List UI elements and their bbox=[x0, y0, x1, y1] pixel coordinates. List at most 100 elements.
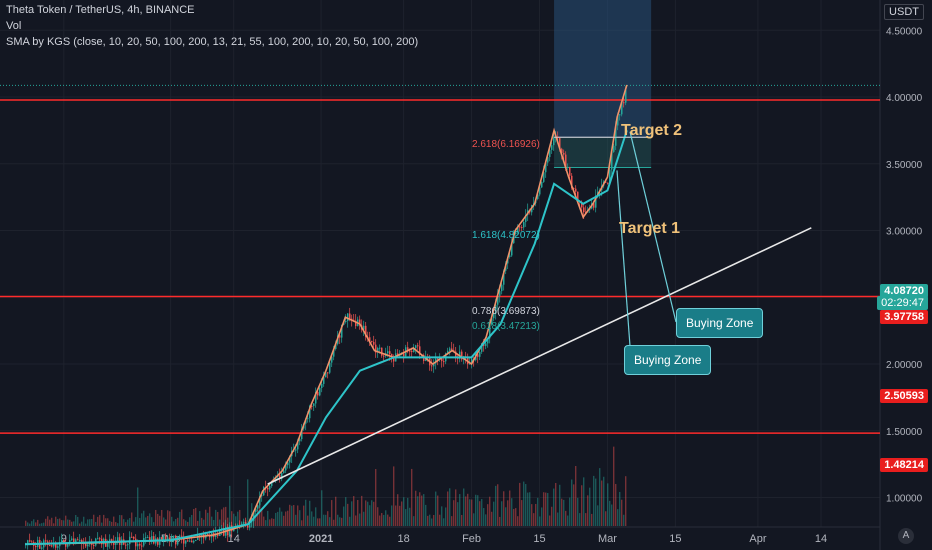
candle-body bbox=[461, 351, 463, 360]
volume-bar bbox=[403, 497, 405, 526]
volume-bar bbox=[461, 514, 463, 526]
candle-body bbox=[27, 540, 29, 544]
auto-scale-button[interactable]: A bbox=[898, 528, 914, 544]
candle-body bbox=[55, 542, 57, 548]
candle-body bbox=[179, 535, 181, 537]
candle-body bbox=[335, 343, 337, 350]
volume-bar bbox=[585, 513, 587, 526]
volume-bar bbox=[573, 484, 575, 526]
y-tick-label: 1.00000 bbox=[886, 494, 923, 505]
volume-bar bbox=[169, 511, 171, 526]
volume-bar bbox=[613, 446, 615, 526]
volume-bar bbox=[165, 519, 167, 526]
volume-bar bbox=[331, 500, 333, 526]
volume-bar bbox=[37, 519, 39, 526]
candle-body bbox=[493, 313, 495, 319]
candle-body bbox=[131, 536, 133, 538]
volume-bar bbox=[315, 507, 317, 526]
volume-bar bbox=[41, 523, 43, 526]
volume-bar bbox=[99, 515, 101, 526]
volume-bar bbox=[421, 495, 423, 526]
volume-bar bbox=[425, 504, 427, 526]
candle-body bbox=[375, 344, 377, 353]
volume-bar bbox=[115, 522, 117, 526]
fib-2618-label: 2.618(6.16926) bbox=[472, 139, 540, 150]
candle-body bbox=[137, 543, 139, 547]
volume-bar bbox=[121, 515, 123, 526]
candle-body bbox=[571, 175, 573, 189]
volume-bar bbox=[45, 518, 47, 526]
volume-bar bbox=[411, 468, 413, 526]
candle-body bbox=[417, 345, 419, 347]
candle-body bbox=[347, 313, 349, 322]
volume-bar bbox=[307, 515, 309, 526]
candle-body bbox=[315, 391, 317, 404]
candle-body bbox=[259, 496, 261, 506]
volume-bar bbox=[55, 516, 57, 526]
volume-indicator-label[interactable]: Vol bbox=[6, 20, 22, 32]
volume-bar bbox=[453, 500, 455, 526]
volume-bar bbox=[311, 511, 313, 526]
volume-bar bbox=[343, 506, 345, 526]
volume-bar bbox=[623, 514, 625, 526]
volume-bar bbox=[457, 502, 459, 526]
volume-bar bbox=[489, 496, 491, 526]
volume-bar bbox=[581, 485, 583, 526]
volume-bar bbox=[373, 501, 375, 526]
buying-zone-callout-2[interactable]: Buying Zone bbox=[624, 345, 712, 375]
volume-bar bbox=[557, 512, 559, 526]
candle-body bbox=[471, 358, 473, 364]
candle-body bbox=[57, 546, 59, 548]
volume-bar bbox=[133, 521, 135, 526]
volume-bar bbox=[325, 514, 327, 526]
volume-bar bbox=[435, 491, 437, 526]
volume-bar bbox=[381, 513, 383, 526]
volume-bar bbox=[555, 482, 557, 526]
volume-bar bbox=[513, 508, 515, 526]
candle-body bbox=[269, 485, 271, 490]
volume-bar bbox=[603, 476, 605, 526]
volume-bar bbox=[559, 484, 561, 526]
candle-body bbox=[125, 544, 127, 546]
volume-bar bbox=[195, 507, 197, 526]
buying-zone-callout-1[interactable]: Buying Zone bbox=[676, 308, 764, 338]
candle-body bbox=[521, 227, 523, 229]
y-tick-label: 3.00000 bbox=[886, 227, 923, 238]
volume-bar bbox=[327, 511, 329, 526]
candle-body bbox=[339, 335, 341, 338]
volume-bar bbox=[175, 518, 177, 526]
volume-bar bbox=[615, 483, 617, 526]
sma-indicator-label[interactable]: SMA by KGS (close, 10, 20, 50, 100, 200,… bbox=[6, 36, 419, 48]
x-tick-label: 9 bbox=[61, 533, 67, 545]
volume-bar bbox=[313, 516, 315, 526]
volume-bar bbox=[479, 501, 481, 526]
volume-bar bbox=[57, 518, 59, 526]
volume-bar bbox=[455, 489, 457, 526]
volume-bar bbox=[471, 499, 473, 526]
volume-bar bbox=[485, 514, 487, 526]
volume-bar bbox=[529, 492, 531, 526]
candle-body bbox=[307, 418, 309, 420]
volume-bar bbox=[415, 490, 417, 526]
candle-body bbox=[279, 475, 281, 480]
currency-label[interactable]: USDT bbox=[884, 4, 924, 20]
fib-zone-buy bbox=[554, 137, 652, 168]
volume-bar bbox=[397, 494, 399, 526]
volume-bar bbox=[609, 500, 611, 526]
candle-body bbox=[563, 152, 565, 155]
volume-bar bbox=[171, 516, 173, 526]
volume-bar bbox=[199, 511, 201, 526]
current-price-pill: 4.08720 bbox=[880, 284, 928, 298]
volume-bar bbox=[407, 497, 409, 526]
volume-bar bbox=[215, 509, 217, 526]
volume-bar bbox=[85, 523, 87, 526]
candle-body bbox=[49, 545, 51, 547]
volume-bar bbox=[163, 517, 165, 526]
candle-body bbox=[295, 449, 297, 451]
volume-bar bbox=[383, 514, 385, 526]
volume-bar bbox=[499, 516, 501, 526]
x-tick-label: Feb bbox=[462, 533, 481, 545]
volume-bar bbox=[577, 497, 579, 526]
candle-body bbox=[547, 157, 549, 163]
